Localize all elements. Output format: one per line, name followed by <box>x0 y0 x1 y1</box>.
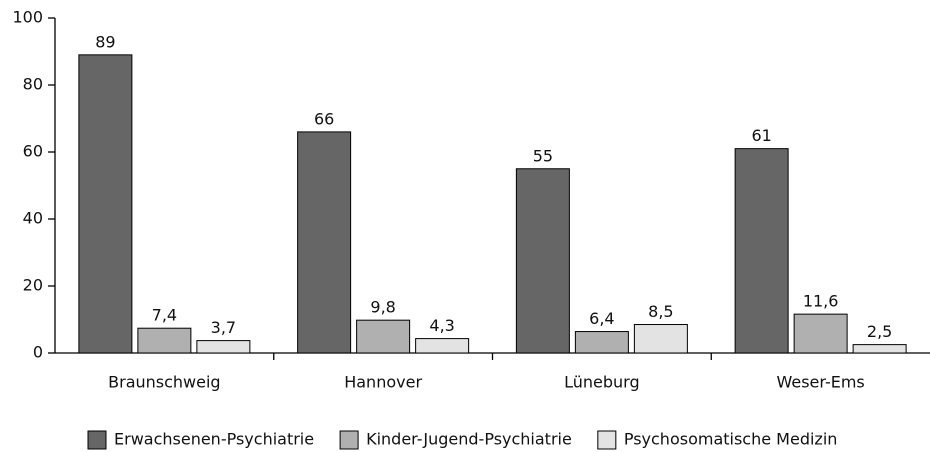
bar <box>415 338 470 354</box>
x-tick-label: Weser-Ems <box>776 373 864 392</box>
bar <box>196 340 251 354</box>
value-label: 6,4 <box>589 309 614 328</box>
legend-label: Psychosomatische Medizin <box>624 430 838 449</box>
value-label: 7,4 <box>152 306 177 325</box>
value-label: 11,6 <box>803 292 839 311</box>
bar <box>78 54 133 354</box>
bar <box>852 344 907 354</box>
value-label: 61 <box>751 126 771 145</box>
bar <box>574 331 629 354</box>
y-tick-label: 40 <box>23 209 43 228</box>
y-tick-label: 80 <box>23 75 43 94</box>
value-label: 4,3 <box>429 316 454 335</box>
value-label: 9,8 <box>370 298 395 317</box>
value-label: 55 <box>533 146 553 165</box>
value-label: 66 <box>314 109 334 128</box>
legend-label: Erwachsenen-Psychiatrie <box>114 430 314 449</box>
bar <box>137 327 192 354</box>
bar <box>734 148 789 354</box>
legend-swatch <box>339 430 359 450</box>
bar <box>297 131 352 354</box>
y-tick-label: 100 <box>12 8 43 27</box>
bar <box>633 324 688 354</box>
bar <box>356 319 411 354</box>
value-label: 8,5 <box>648 302 673 321</box>
y-tick-label: 0 <box>33 343 43 362</box>
x-tick-label: Lüneburg <box>564 373 640 392</box>
legend-swatch <box>87 430 107 450</box>
y-tick-label: 60 <box>23 142 43 161</box>
y-tick-label: 20 <box>23 276 43 295</box>
value-label: 89 <box>95 32 115 51</box>
legend-label: Kinder-Jugend-Psychiatrie <box>366 430 572 449</box>
legend-swatch <box>597 430 617 450</box>
bar <box>793 313 848 354</box>
x-tick-label: Hannover <box>344 373 422 392</box>
value-label: 2,5 <box>867 322 892 341</box>
bar <box>515 168 570 354</box>
x-tick-label: Braunschweig <box>108 373 220 392</box>
value-label: 3,7 <box>211 318 236 337</box>
